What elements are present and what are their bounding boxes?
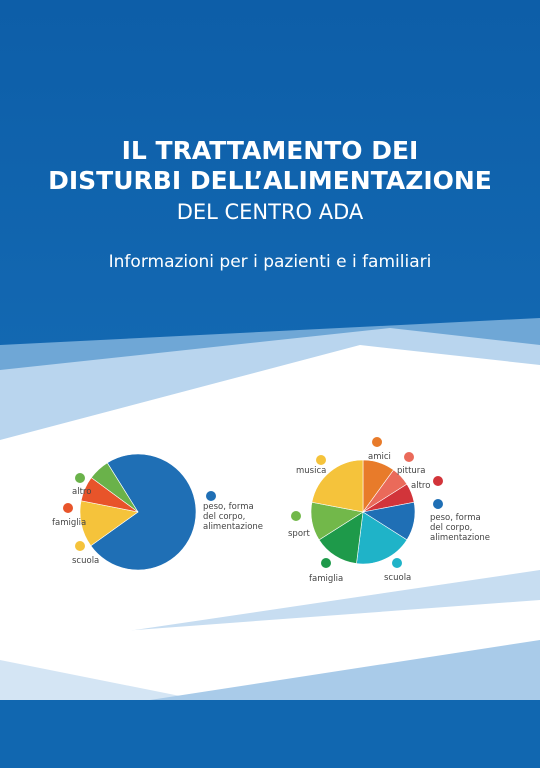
pie-slice [356, 511, 408, 565]
slice-label: famiglia [52, 518, 87, 528]
title: IL TRATTAMENTO DEI DISTURBI DELL’ALIMENT… [0, 136, 540, 196]
pie-slice [90, 462, 139, 513]
category-icon [433, 499, 443, 509]
category-icon [433, 476, 443, 486]
stripe [150, 640, 540, 700]
slice-label: famiglia [309, 574, 344, 584]
slice-label: scuola [384, 573, 412, 583]
slice-label: peso, forma del corpo, alimentazione [203, 502, 264, 532]
slice-label: altro [72, 487, 92, 497]
category-icon [75, 473, 85, 483]
category-icon [372, 437, 382, 447]
category-icon [316, 455, 326, 465]
tagline: Informazioni per i pazienti e i familiar… [108, 252, 432, 272]
pie-slice [311, 459, 364, 513]
category-icon [321, 558, 331, 568]
category-icon [392, 558, 402, 568]
charts [63, 437, 443, 571]
title-line: IL TRATTAMENTO DEI [121, 136, 419, 165]
white-band [0, 345, 540, 655]
category-icon [75, 541, 85, 551]
category-icon [291, 511, 301, 521]
pie-slice [90, 453, 197, 571]
stripe [0, 660, 200, 700]
slice-label: peso, forma del corpo, alimentazione [430, 513, 491, 543]
subtitle: DEL CENTRO ADA [176, 200, 364, 224]
category-icon [63, 503, 73, 513]
slice-label: musica [296, 466, 327, 476]
slice-label: scuola [72, 556, 100, 566]
slice-label: amici [368, 452, 391, 462]
slice-label: pittura [397, 466, 426, 476]
footer-band [0, 700, 540, 768]
slice-label: altro [411, 481, 431, 491]
category-icon [206, 491, 216, 501]
slice-label: sport [288, 529, 310, 539]
title-line: DISTURBI DELL’ALIMENTAZIONE [48, 166, 492, 195]
category-icon [404, 452, 414, 462]
